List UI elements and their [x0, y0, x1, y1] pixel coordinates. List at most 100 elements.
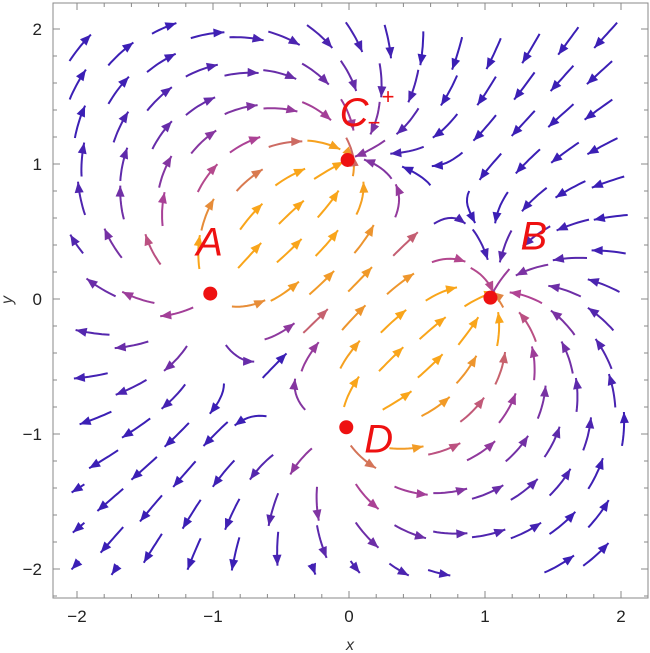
stream-arrowhead [529, 522, 542, 533]
y-tick-label: −1 [23, 425, 42, 444]
stream-arrowhead [477, 93, 488, 106]
x-tick-label: −2 [67, 607, 86, 626]
stream-arrowhead [74, 181, 84, 194]
stream-arrowhead [515, 266, 528, 276]
stream-arrowhead [587, 144, 600, 155]
stream-arrowhead [213, 28, 225, 38]
stream-arrowhead [229, 558, 239, 571]
stream-arrowhead [249, 468, 260, 480]
stream-arrowhead [511, 124, 523, 136]
stream-arrowhead [416, 489, 428, 499]
stream-arrowhead [456, 529, 468, 539]
stream-arrowhead [164, 22, 177, 31]
stream-arrowhead [390, 148, 402, 158]
stream-arrowhead [359, 181, 369, 193]
stream-segment [491, 268, 511, 295]
stream-arrowhead [206, 62, 218, 72]
stream-arrowhead [529, 346, 539, 359]
stream-arrowhead [454, 213, 466, 224]
stream-arrowhead [400, 391, 412, 402]
stream-arrowhead [111, 563, 122, 575]
stream-arrowhead [561, 468, 571, 481]
stream-arrowhead [73, 372, 86, 382]
stream-arrowhead [486, 57, 496, 70]
stream-arrowhead [573, 378, 582, 390]
stream-arrowhead [484, 280, 494, 293]
stream-arrowhead [445, 285, 457, 295]
stream-arrowhead [349, 561, 360, 573]
x-tick-label: 0 [344, 607, 353, 626]
stream-arrowhead [209, 402, 221, 414]
stream-arrowhead [349, 340, 360, 352]
point-label-c: C [340, 91, 370, 135]
stream-arrowhead [323, 270, 335, 282]
stream-arrowhead [466, 211, 476, 224]
axis-ticks: −2 −1 0 1 2 −2 −1 0 1 2 [23, 3, 648, 626]
stream-arrowhead [119, 147, 128, 160]
stream-arrowhead [86, 278, 98, 289]
stream-arrowhead [522, 51, 532, 64]
stream-arrowhead [312, 509, 322, 521]
stream-arrowhead [591, 246, 603, 255]
stream-arrowhead [434, 317, 446, 328]
stream-arrowhead [118, 76, 129, 88]
stream-arrowhead [493, 528, 506, 538]
stream-arrowhead [203, 97, 216, 106]
stream-arrowhead [522, 200, 533, 212]
stream-arrowhead [507, 393, 516, 406]
stream-arrowhead [585, 417, 595, 429]
stream-arrowhead [131, 469, 143, 480]
stream-arrowhead [290, 238, 302, 250]
stream-arrowhead [355, 148, 367, 157]
stream-arrowhead [607, 374, 617, 386]
stream-arrowhead [164, 360, 176, 371]
x-tick-label: 1 [480, 607, 489, 626]
critical-point-d [339, 420, 354, 435]
stream-arrowhead [328, 190, 339, 203]
stream-arrowhead [253, 300, 266, 309]
point-label-superscript: + [382, 84, 395, 109]
stream-arrowhead [212, 475, 223, 487]
stream-arrowhead [451, 57, 461, 70]
stream-arrowhead [104, 228, 114, 241]
stream-arrowhead [595, 458, 604, 470]
stream-arrowhead [558, 43, 569, 55]
stream-arrowhead [453, 253, 466, 263]
stream-arrowhead [331, 161, 344, 171]
stream-arrowhead [414, 530, 426, 540]
stream-arrowhead [394, 309, 407, 321]
stream-arrowhead [438, 396, 450, 408]
stream-arrowhead [348, 79, 357, 91]
stream-arrowhead [364, 458, 376, 469]
stream-arrowhead [509, 289, 522, 299]
stream-arrowhead [586, 73, 599, 85]
stream-arrowhead [515, 162, 527, 174]
stream-arrowhead [287, 35, 300, 45]
point-label-a: A [194, 221, 223, 265]
y-tick-label: 0 [33, 290, 42, 309]
stream-arrowhead [160, 87, 172, 98]
stream-arrowhead [499, 352, 508, 364]
stream-arrowhead [562, 555, 574, 566]
stream-arrowhead [551, 426, 561, 439]
x-tick-label: 2 [616, 607, 625, 626]
stream-arrowhead [80, 34, 91, 46]
stream-arrowhead [251, 33, 264, 43]
stream-arrowhead [402, 166, 414, 176]
stream-arrowhead [246, 102, 258, 111]
stream-arrowhead [467, 355, 477, 368]
stream-arrowhead [284, 70, 297, 79]
stream-arrowhead [187, 557, 196, 570]
stream-arrowhead [163, 53, 176, 63]
stream-arrowhead [193, 235, 203, 247]
point-label-b: B [520, 215, 547, 259]
stream-arrowhead [272, 554, 282, 566]
stream-arrowhead [587, 278, 600, 287]
stream-arrowhead [473, 397, 485, 410]
stream-arrowhead [564, 511, 576, 523]
stream-arrowhead [283, 323, 295, 334]
stream-arrowhead [367, 498, 379, 510]
stream-arrowhead [491, 485, 504, 495]
stream-arrowhead [144, 234, 154, 247]
stream-arrowhead [225, 517, 234, 530]
